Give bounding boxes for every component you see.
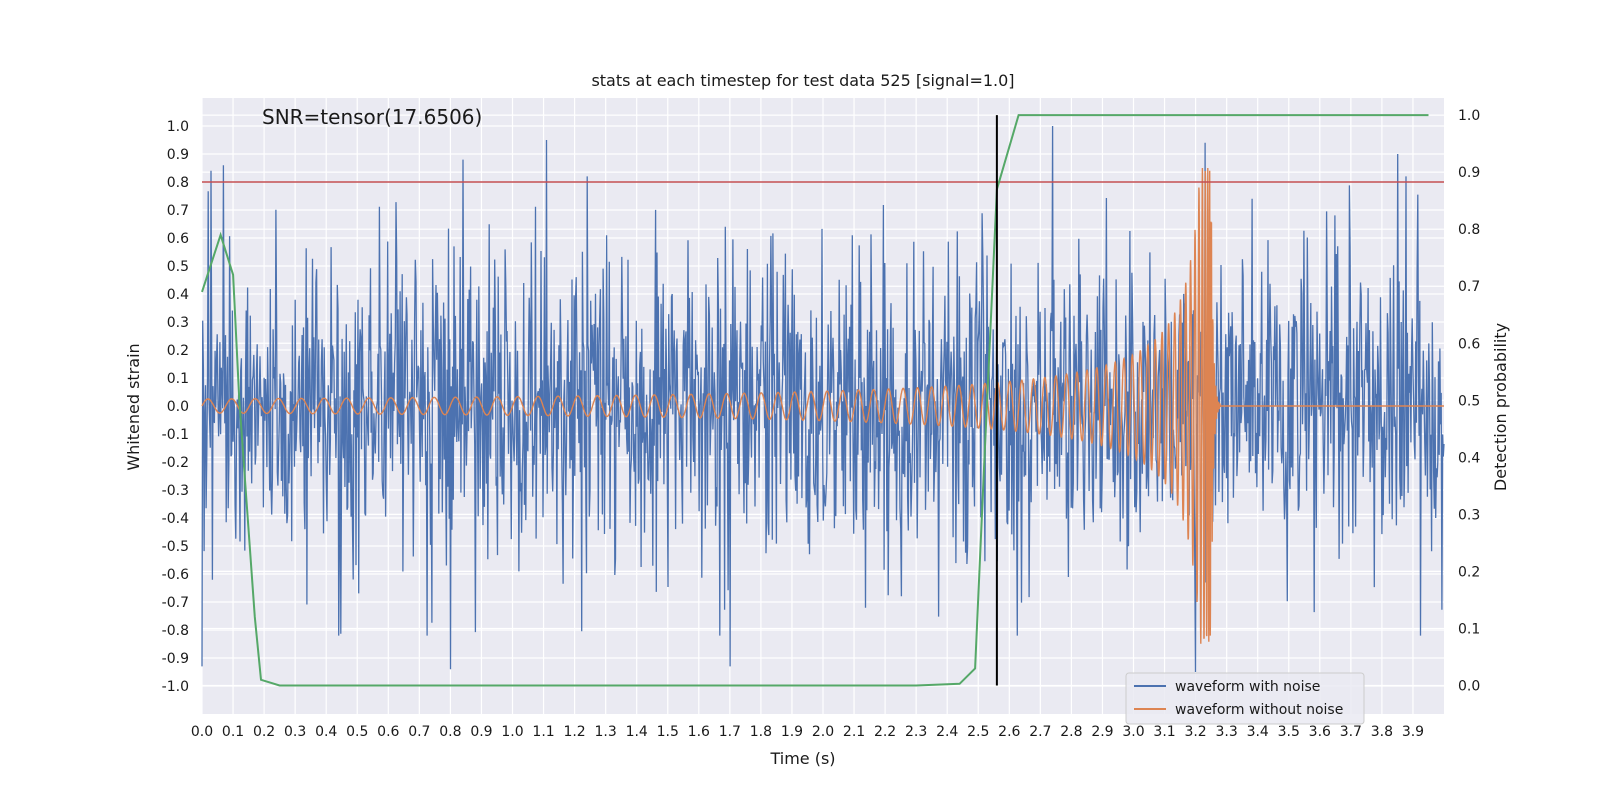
legend: waveform with noise waveform without noi… — [1125, 672, 1365, 725]
x-tick-label: 2.0 — [812, 724, 834, 740]
x-tick-label: 1.3 — [595, 724, 617, 740]
x-tick-label: 0.8 — [439, 724, 461, 740]
y-tick-label-right: 0.3 — [1458, 507, 1480, 523]
y-tick-label-left: 0.8 — [167, 175, 189, 191]
snr-annotation: SNR=tensor(17.6506) — [262, 105, 482, 129]
y-tick-label-left: 0.6 — [167, 231, 189, 247]
legend-label-waveform-with-noise: waveform with noise — [1175, 679, 1320, 695]
x-tick-label: 0.3 — [284, 724, 306, 740]
y-tick-label-right: 0.4 — [1458, 450, 1480, 466]
y-tick-label-right: 0.1 — [1458, 621, 1480, 637]
x-tick-label: 1.0 — [501, 724, 523, 740]
y-tick-label-left: 0.7 — [167, 203, 189, 219]
series-detection-probability — [201, 114, 1429, 687]
x-tick-label: 0.4 — [315, 724, 337, 740]
y-tick-label-left: 0.9 — [167, 147, 189, 163]
x-tick-label: 0.7 — [408, 724, 430, 740]
y-tick-label-left: 0.4 — [167, 287, 189, 303]
x-tick-label: 2.8 — [1060, 724, 1082, 740]
series-waveform-with-noise — [201, 125, 1445, 673]
x-tick-label: 3.2 — [1184, 724, 1206, 740]
x-tick-label: 0.0 — [191, 724, 213, 740]
y-tick-label-left: 0.2 — [167, 343, 189, 359]
y-tick-label-right: 1.0 — [1458, 108, 1480, 124]
x-tick-label: 3.6 — [1309, 724, 1331, 740]
y-tick-label-right: 0.0 — [1458, 678, 1480, 694]
series-waveform-without-noise — [201, 167, 1444, 644]
x-tick-label: 1.5 — [657, 724, 679, 740]
y-tick-label-right: 0.7 — [1458, 279, 1480, 295]
y-tick-label-left: 1.0 — [167, 119, 189, 135]
y-tick-label-left: -0.7 — [162, 595, 189, 611]
x-tick-label: 3.5 — [1278, 724, 1300, 740]
y-tick-label-left: 0.1 — [167, 371, 189, 387]
y-tick-label-left: -0.4 — [162, 511, 189, 527]
legend-label-waveform-without-noise: waveform without noise — [1175, 702, 1343, 718]
plot-area: 0.0 0.1 0.2 0.3 0.4 0.5 0.6 0.7 0.8 0.9 1.0 1.1 1.2 1… — [162, 98, 1480, 740]
x-tick-label: 3.4 — [1247, 724, 1269, 740]
y-tick-label-left: -1.0 — [162, 679, 189, 695]
y-tick-label-left: -0.8 — [162, 623, 189, 639]
legend-box — [1125, 672, 1365, 725]
x-tick-label: 2.7 — [1029, 724, 1051, 740]
x-tick-label: 2.3 — [905, 724, 927, 740]
y-tick-label-left: 0.3 — [167, 315, 189, 331]
y-tick-label-left: -0.2 — [162, 455, 189, 471]
y-tick-label-left: 0.0 — [167, 399, 189, 415]
y-tick-label-left: -0.6 — [162, 567, 189, 583]
x-tick-label: 1.1 — [532, 724, 554, 740]
x-tick-label: 2.1 — [843, 724, 865, 740]
x-tick-label: 2.2 — [874, 724, 896, 740]
x-tick-label: 3.3 — [1216, 724, 1238, 740]
y-tick-label-right: 0.6 — [1458, 336, 1480, 352]
x-tick-label: 3.8 — [1371, 724, 1393, 740]
y-tick-label-left: -0.9 — [162, 651, 189, 667]
y-tick-label-right: 0.2 — [1458, 564, 1480, 580]
x-tick-label: 0.6 — [377, 724, 399, 740]
x-tick-label: 0.2 — [253, 724, 275, 740]
x-tick-label: 0.9 — [470, 724, 492, 740]
y-tick-label-left: 0.5 — [167, 259, 189, 275]
x-tick-label: 1.2 — [563, 724, 585, 740]
y-tick-label-left: -0.3 — [162, 483, 189, 499]
y-tick-label-right: 0.9 — [1458, 165, 1480, 181]
x-tick-label: 1.8 — [750, 724, 772, 740]
x-tick-label: 3.7 — [1340, 724, 1362, 740]
x-tick-label: 2.4 — [936, 724, 958, 740]
x-tick-label: 2.6 — [998, 724, 1020, 740]
y-axis-label-left: Whitened strain — [124, 343, 143, 470]
y-tick-label-left: -0.5 — [162, 539, 189, 555]
x-tick-label: 1.7 — [719, 724, 741, 740]
x-tick-label: 2.9 — [1091, 724, 1113, 740]
x-tick-label: 1.9 — [781, 724, 803, 740]
x-tick-label: 3.1 — [1153, 724, 1175, 740]
x-axis-label: Time (s) — [769, 749, 835, 768]
x-tick-label: 3.9 — [1402, 724, 1424, 740]
chart-title: stats at each timestep for test data 525… — [591, 71, 1014, 90]
x-tick-label: 0.5 — [346, 724, 368, 740]
y-tick-label-right: 0.5 — [1458, 393, 1480, 409]
x-tick-label: 1.4 — [626, 724, 648, 740]
x-tick-label: 3.0 — [1122, 724, 1144, 740]
y-tick-label-left: -0.1 — [162, 427, 189, 443]
x-tick-label: 2.5 — [967, 724, 989, 740]
y-tick-label-right: 0.8 — [1458, 222, 1480, 238]
x-tick-label: 1.6 — [688, 724, 710, 740]
x-tick-label: 0.1 — [222, 724, 244, 740]
y-axis-label-right: Detection probability — [1491, 323, 1510, 491]
